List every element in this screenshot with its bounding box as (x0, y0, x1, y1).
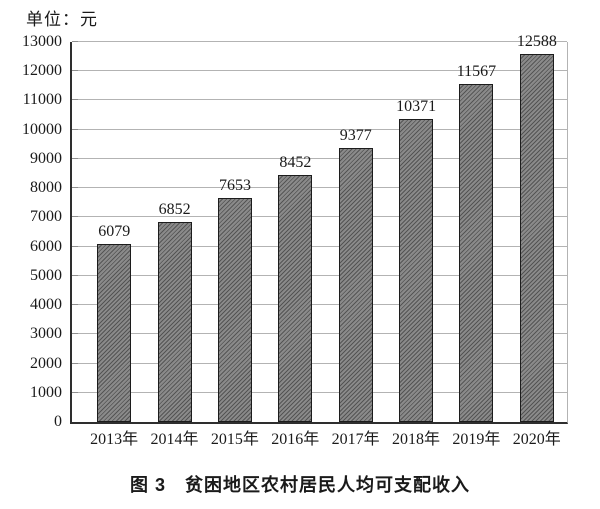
y-tick-label: 10000 (22, 120, 62, 138)
y-tick-label: 13000 (22, 33, 62, 50)
x-tick-label: 2020年 (512, 431, 561, 448)
bar (338, 147, 373, 422)
bar (217, 198, 252, 422)
x-tick-label: 2017年 (331, 431, 380, 448)
y-tick-label: 4000 (30, 296, 62, 314)
gridline (72, 41, 567, 42)
x-tick-label: 2013年 (90, 431, 139, 448)
bar (278, 174, 313, 422)
figure-caption: 图 3 贫困地区农村居民人均可支配收入 (129, 475, 470, 495)
bar-value-label: 6079 (98, 223, 131, 241)
bar (97, 244, 132, 422)
y-tick-label: 3000 (30, 325, 62, 343)
gridline (72, 362, 567, 364)
tick-mark (72, 391, 78, 393)
bar-value-label: 8452 (279, 153, 312, 171)
tick-mark (72, 128, 78, 130)
gridline (72, 216, 567, 218)
bar-value-label: 9377 (339, 126, 372, 144)
gridline (72, 157, 567, 159)
plot-area: 0 1000 2000 3000 4000 5000 6000 7000 8000 9000 100… (22, 34, 568, 430)
gridline (72, 128, 567, 130)
gridline (72, 304, 567, 306)
bar (399, 118, 434, 422)
bar (459, 83, 494, 422)
gridline (72, 99, 567, 101)
x-tick-label: 2016年 (271, 431, 320, 448)
y-tick-label: 1000 (30, 383, 62, 401)
bar (157, 221, 192, 422)
y-tick-label: 8000 (30, 179, 62, 197)
tick-mark (72, 187, 78, 189)
bar-value-label: 10371 (396, 97, 437, 115)
gridline (72, 333, 567, 335)
y-tick-label: 2000 (30, 354, 62, 372)
tick-mark (72, 41, 78, 42)
y-tick-label: 7000 (30, 208, 62, 226)
y-tick-label: 0 (54, 413, 62, 430)
x-axis-labels: 2013年 2014年 2015年 2016年 2017年 2018年 2019年 2020年 (72, 430, 567, 452)
gridline (72, 187, 567, 189)
x-tick-label: 2014年 (150, 431, 199, 448)
y-tick-label: 12000 (22, 62, 62, 80)
x-tick-label: 2019年 (452, 431, 501, 448)
tick-mark (72, 274, 78, 276)
tick-mark (72, 333, 78, 335)
bar-value-label: 12588 (516, 33, 557, 51)
tick-mark (72, 304, 78, 306)
gridline (72, 274, 567, 276)
tick-mark (72, 362, 78, 364)
tick-mark (72, 245, 78, 247)
bar-value-label: 6852 (158, 200, 191, 218)
bar-value-label: 11567 (456, 62, 497, 80)
tick-mark (72, 216, 78, 218)
unit-label: 单位：元 (26, 10, 98, 29)
y-tick-label: 11000 (22, 91, 62, 109)
y-tick-label: 6000 (30, 237, 62, 255)
tick-mark (72, 70, 78, 72)
tick-mark (72, 157, 78, 159)
gridline (72, 70, 567, 72)
gridline (72, 245, 567, 247)
bar (519, 54, 554, 422)
x-tick-label: 2018年 (392, 431, 441, 448)
y-tick-label: 5000 (30, 266, 62, 284)
y-tick-label: 9000 (30, 149, 62, 167)
x-tick-label: 2015年 (210, 431, 259, 448)
gridline (72, 391, 567, 393)
bar-value-label: 7653 (218, 177, 251, 195)
tick-mark (72, 99, 78, 101)
